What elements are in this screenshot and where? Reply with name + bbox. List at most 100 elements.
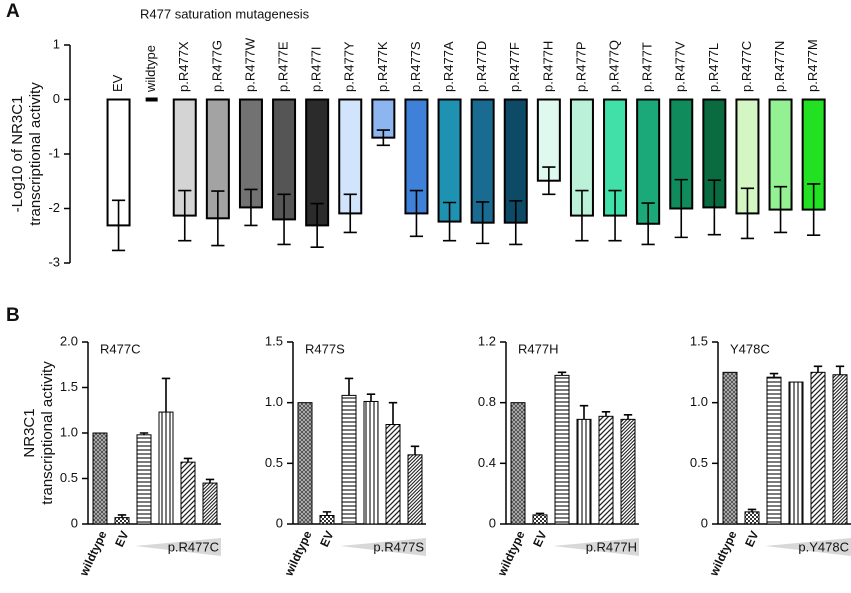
y-tick-label: 0.5 bbox=[690, 455, 708, 470]
error-bar bbox=[117, 514, 127, 518]
error-bar bbox=[641, 202, 655, 246]
x-tick-label: p.R477L bbox=[706, 43, 721, 92]
bar bbox=[407, 454, 423, 525]
x-tick-label: p.R477D bbox=[474, 41, 489, 92]
error-bar bbox=[813, 365, 823, 373]
error-bar bbox=[366, 393, 376, 402]
error-bar bbox=[376, 129, 390, 147]
group-wedge bbox=[135, 538, 221, 556]
x-tick-label: wildtype bbox=[76, 528, 110, 579]
y-tick-label: 0.8 bbox=[478, 394, 496, 409]
y-tick-label: 0 bbox=[71, 515, 78, 530]
x-tick-label: p.R477F bbox=[507, 42, 522, 92]
x-tick-label: p.R477A bbox=[441, 41, 456, 92]
x-tick-label: p.R477C bbox=[739, 41, 754, 92]
y-tick-label: 1.0 bbox=[60, 424, 78, 439]
error-bar bbox=[244, 188, 258, 227]
x-tick-label: p.R477M bbox=[805, 39, 820, 92]
chart-title: R477S bbox=[305, 341, 345, 356]
bar bbox=[532, 514, 548, 525]
error-bar bbox=[740, 187, 755, 240]
bar bbox=[158, 411, 174, 525]
y-tick-label: 0 bbox=[489, 515, 496, 530]
error-bar bbox=[161, 377, 171, 413]
group-label: p.Y478C bbox=[798, 539, 849, 554]
error-bar bbox=[205, 478, 215, 484]
y-tick-label: -1 bbox=[48, 145, 60, 160]
group-label: p.R477C bbox=[168, 539, 219, 554]
error-bar bbox=[310, 202, 324, 248]
error-bar bbox=[409, 189, 424, 238]
y-tick-label: 0.5 bbox=[60, 470, 78, 485]
error-bar bbox=[769, 372, 779, 378]
bar bbox=[766, 376, 782, 525]
x-tick-label: EV bbox=[112, 529, 131, 549]
x-tick-label: p.R477V bbox=[673, 41, 688, 92]
chart-title: R477 saturation mutagenesis bbox=[140, 6, 310, 21]
chart-title: Y478C bbox=[730, 341, 770, 356]
x-tick-label: wildtype bbox=[143, 45, 158, 93]
group-wedge bbox=[340, 538, 426, 556]
group-wedge bbox=[765, 538, 851, 556]
bar bbox=[832, 374, 848, 525]
bar bbox=[297, 402, 313, 525]
x-tick-label: p.R477I bbox=[309, 46, 324, 92]
error-bar bbox=[139, 432, 149, 435]
y-tick-label: -2 bbox=[48, 200, 60, 215]
bar bbox=[202, 482, 218, 525]
error-bar bbox=[442, 201, 457, 242]
bar bbox=[554, 374, 570, 525]
chart-title: R477C bbox=[100, 341, 140, 356]
y-tick-label: 1.5 bbox=[265, 333, 283, 348]
error-bar bbox=[211, 190, 225, 247]
error-bar bbox=[535, 512, 545, 515]
x-tick-label: p.R477Q bbox=[606, 40, 621, 92]
error-bar bbox=[344, 377, 354, 396]
error-bar bbox=[542, 166, 556, 196]
error-bar bbox=[322, 511, 332, 516]
x-tick-label: p.R477T bbox=[640, 42, 655, 92]
chart-title: R477H bbox=[518, 341, 558, 356]
x-tick-label: wildtype bbox=[706, 528, 740, 579]
y-axis-label: NR3C1 bbox=[21, 408, 38, 457]
error-bar bbox=[277, 193, 291, 246]
error-bar bbox=[608, 189, 622, 242]
x-tick-label: p.R477S bbox=[408, 41, 423, 92]
x-tick-label: p.R477X bbox=[176, 41, 191, 92]
x-tick-label: p.R477W bbox=[242, 37, 257, 92]
bar bbox=[319, 515, 335, 525]
error-bar bbox=[773, 185, 788, 234]
y-tick-label: -3 bbox=[48, 254, 60, 269]
error-bar bbox=[183, 457, 193, 463]
x-tick-label: EV bbox=[742, 529, 761, 549]
group-wedge bbox=[553, 538, 639, 556]
y-axis-label: transcriptional activity bbox=[39, 361, 56, 505]
group-label: p.R477H bbox=[586, 539, 637, 554]
bar bbox=[788, 381, 804, 525]
error-bar bbox=[601, 410, 611, 417]
error-bar bbox=[557, 371, 567, 376]
y-tick-label: 1.0 bbox=[265, 394, 283, 409]
y-tick-label: 1.5 bbox=[690, 333, 708, 348]
y-tick-label: 1.0 bbox=[690, 394, 708, 409]
x-tick-label: p.R477K bbox=[375, 41, 390, 92]
x-tick-label: p.R477E bbox=[275, 41, 290, 92]
panel-letter: B bbox=[6, 305, 20, 326]
error-bar bbox=[410, 445, 420, 455]
x-tick-label: p.R477H bbox=[540, 41, 555, 92]
error-bar bbox=[579, 404, 589, 420]
bar bbox=[598, 415, 614, 525]
x-tick-label: EV bbox=[110, 74, 125, 92]
error-bar bbox=[747, 508, 757, 512]
error-bar bbox=[343, 193, 357, 234]
error-bar bbox=[178, 189, 192, 242]
panel-letter: A bbox=[6, 1, 20, 22]
y-tick-label: 0 bbox=[276, 515, 283, 530]
bar bbox=[92, 432, 108, 525]
bar bbox=[510, 402, 526, 525]
group-label: p.R477S bbox=[373, 539, 424, 554]
bar bbox=[810, 371, 826, 525]
bar bbox=[385, 424, 401, 525]
y-tick-label: 0.4 bbox=[478, 455, 496, 470]
